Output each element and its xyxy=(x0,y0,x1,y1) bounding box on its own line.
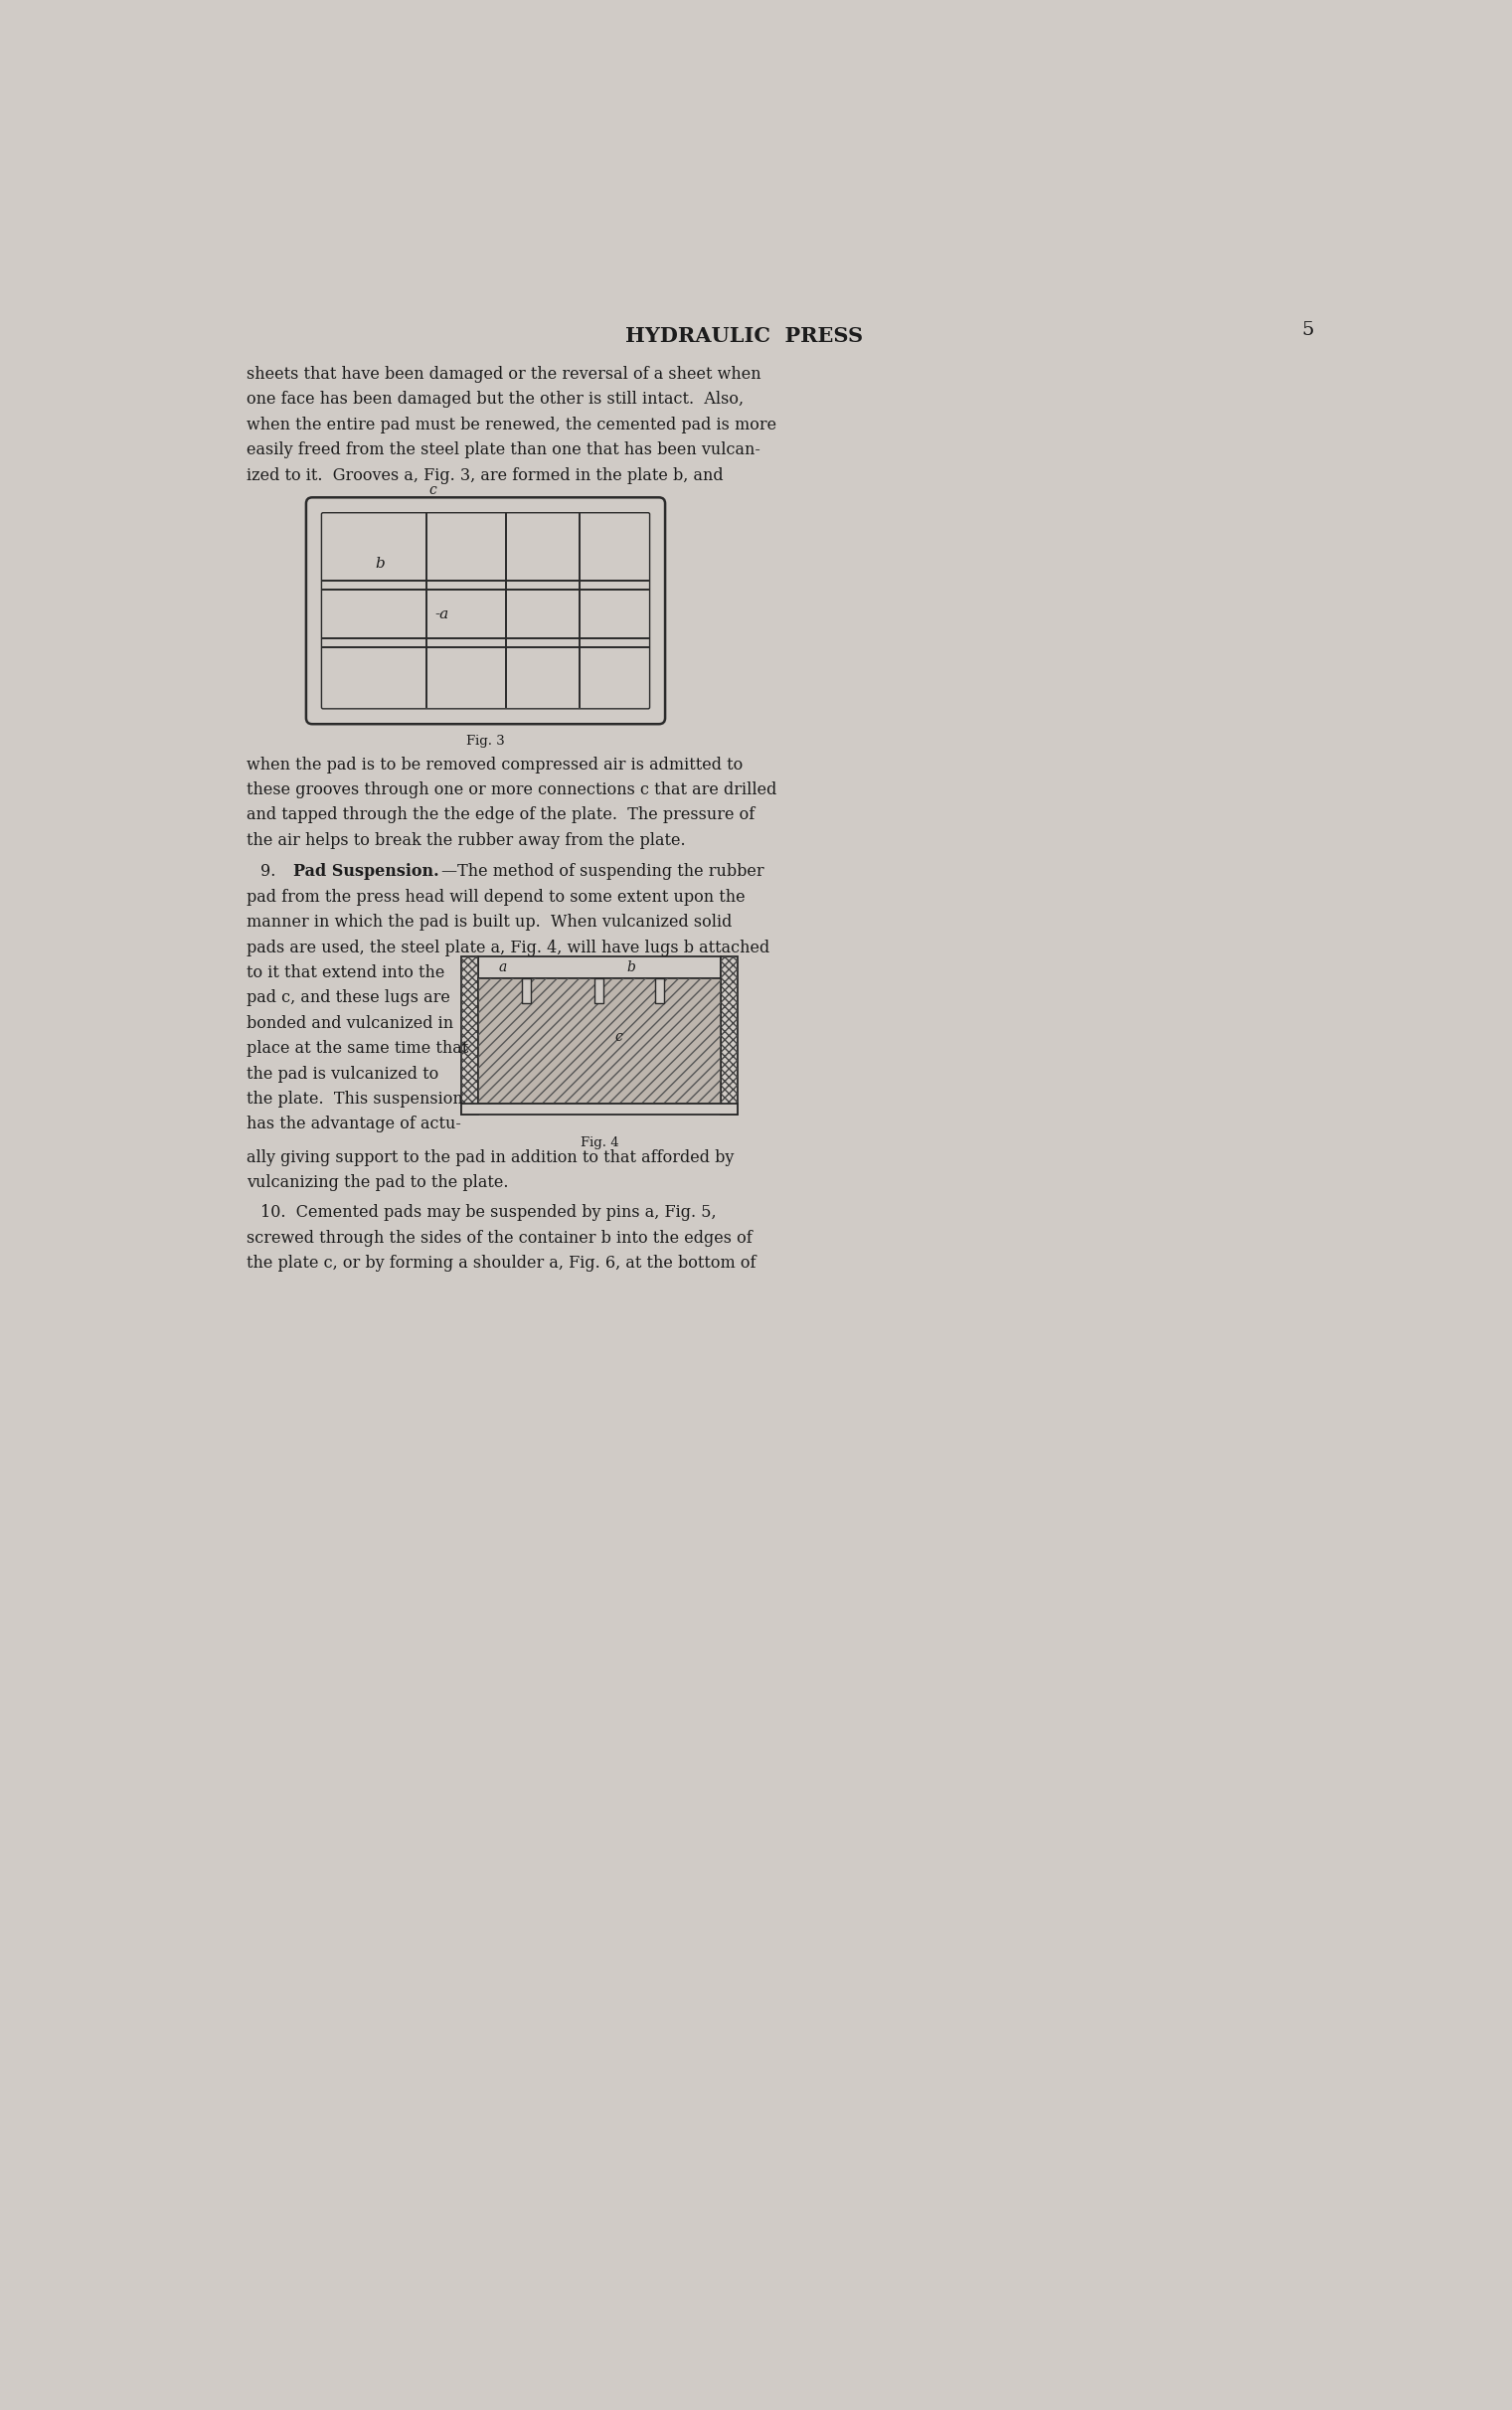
Bar xyxy=(594,978,603,1003)
Text: HYDRAULIC  PRESS: HYDRAULIC PRESS xyxy=(624,325,862,345)
Bar xyxy=(478,978,721,1104)
Text: these grooves through one or more connections c that are drilled: these grooves through one or more connec… xyxy=(246,781,777,798)
Text: manner in which the pad is built up.  When vulcanized solid: manner in which the pad is built up. Whe… xyxy=(246,913,732,930)
Text: —The method of suspending the rubber: —The method of suspending the rubber xyxy=(442,863,764,880)
Text: when the entire pad must be renewed, the cemented pad is more: when the entire pad must be renewed, the… xyxy=(246,417,777,434)
Text: a: a xyxy=(497,962,507,974)
Text: Fig. 4: Fig. 4 xyxy=(581,1135,618,1150)
Text: ized to it.  Grooves a, Fig. 3, are formed in the plate b, and: ized to it. Grooves a, Fig. 3, are forme… xyxy=(246,468,724,484)
Text: when the pad is to be removed compressed air is admitted to: when the pad is to be removed compressed… xyxy=(246,757,742,774)
Text: -a: -a xyxy=(434,607,449,622)
Bar xyxy=(655,978,665,1003)
Text: vulcanizing the pad to the plate.: vulcanizing the pad to the plate. xyxy=(246,1174,508,1191)
Text: 5: 5 xyxy=(1302,321,1314,340)
Text: pads are used, the steel plate a, Fig. 4, will have lugs b attached: pads are used, the steel plate a, Fig. 4… xyxy=(246,940,770,957)
Text: easily freed from the steel plate than one that has been vulcan-: easily freed from the steel plate than o… xyxy=(246,441,761,458)
Text: sheets that have been damaged or the reversal of a sheet when: sheets that have been damaged or the rev… xyxy=(246,366,762,383)
FancyBboxPatch shape xyxy=(322,513,650,709)
Text: pad from the press head will depend to some extent upon the: pad from the press head will depend to s… xyxy=(246,889,745,906)
Bar xyxy=(522,978,531,1003)
Text: the plate c, or by forming a shoulder a, Fig. 6, at the bottom of: the plate c, or by forming a shoulder a,… xyxy=(246,1256,756,1272)
Bar xyxy=(461,957,478,1113)
Bar xyxy=(721,957,738,1113)
Text: to it that extend into the: to it that extend into the xyxy=(246,964,445,981)
Text: b: b xyxy=(626,962,635,974)
Bar xyxy=(461,1104,738,1113)
Bar xyxy=(478,957,721,978)
Text: c: c xyxy=(429,484,437,496)
Bar xyxy=(478,978,721,1104)
Text: 10.  Cemented pads may be suspended by pins a, Fig. 5,: 10. Cemented pads may be suspended by pi… xyxy=(260,1205,717,1222)
Text: b: b xyxy=(375,557,386,571)
Text: bonded and vulcanized in: bonded and vulcanized in xyxy=(246,1015,454,1031)
Text: one face has been damaged but the other is still intact.  Also,: one face has been damaged but the other … xyxy=(246,390,744,407)
Text: the air helps to break the rubber away from the plate.: the air helps to break the rubber away f… xyxy=(246,831,686,848)
Text: screwed through the sides of the container b into the edges of: screwed through the sides of the contain… xyxy=(246,1229,753,1246)
Text: the plate.  This suspension: the plate. This suspension xyxy=(246,1092,463,1109)
FancyBboxPatch shape xyxy=(305,496,665,723)
Text: has the advantage of actu-: has the advantage of actu- xyxy=(246,1116,461,1133)
Bar xyxy=(721,957,738,1113)
Text: ally giving support to the pad in addition to that afforded by: ally giving support to the pad in additi… xyxy=(246,1150,735,1166)
Bar xyxy=(461,957,478,1113)
Text: pad c, and these lugs are: pad c, and these lugs are xyxy=(246,991,451,1007)
Text: place at the same time that: place at the same time that xyxy=(246,1041,469,1058)
Text: 9.: 9. xyxy=(260,863,275,880)
Text: the pad is vulcanized to: the pad is vulcanized to xyxy=(246,1065,438,1082)
Text: Pad Suspension.: Pad Suspension. xyxy=(293,863,438,880)
Text: c: c xyxy=(615,1029,623,1044)
Text: and tapped through the the edge of the plate.  The pressure of: and tapped through the the edge of the p… xyxy=(246,807,754,824)
Text: Fig. 3: Fig. 3 xyxy=(466,735,505,747)
